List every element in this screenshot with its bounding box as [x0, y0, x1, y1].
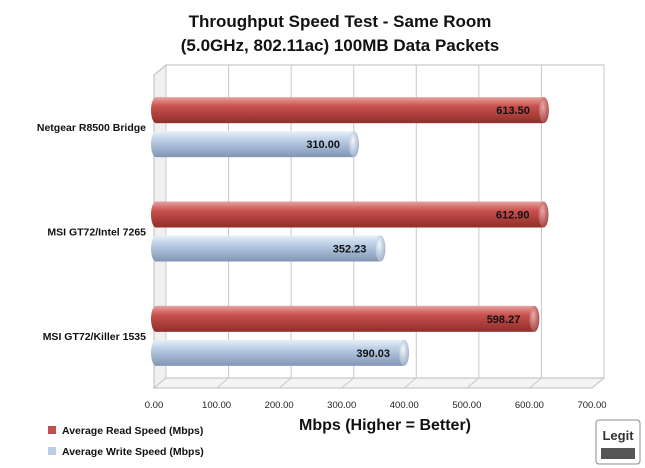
write-bar-value-label: 310.00 [306, 139, 340, 151]
x-tick-label: 0.00 [145, 400, 164, 411]
write-bar-cap [375, 235, 386, 262]
legend-swatch-write [48, 447, 56, 455]
x-tick-label: 400.00 [390, 400, 419, 411]
floor-gridline [216, 377, 229, 389]
read-bar-cap [529, 305, 540, 332]
legend-label-read: Average Read Speed (Mbps) [62, 425, 203, 437]
chart-title: Throughput Speed Test - Same Room [189, 12, 492, 31]
x-tick-label: 600.00 [515, 400, 544, 411]
read-bar [156, 305, 535, 332]
floor-gridline [341, 377, 355, 389]
read-bar-cap [538, 97, 549, 124]
chart-subtitle: (5.0GHz, 802.11ac) 100MB Data Packets [181, 36, 499, 55]
write-bar-value-label: 390.03 [356, 348, 390, 360]
x-tick-label: 100.00 [202, 400, 231, 411]
x-tick-label: 500.00 [452, 400, 481, 411]
floor-gridline [466, 377, 480, 389]
logo-bar-icon [601, 448, 635, 459]
write-bar-base [151, 339, 161, 366]
x-tick-label: 700.00 [577, 400, 606, 411]
read-bar-cap [538, 201, 549, 228]
legit-reviews-logo: Legit [595, 419, 641, 465]
read-bar-base [151, 97, 161, 124]
plot-floor [152, 377, 606, 389]
write-bar-cap [348, 131, 359, 158]
x-tick-label: 200.00 [265, 400, 294, 411]
write-bar-base [151, 235, 161, 262]
floor-gridline [403, 377, 417, 389]
read-bar-value-label: 612.90 [496, 210, 530, 222]
floor-gridline [278, 377, 292, 389]
read-bar-value-label: 598.27 [487, 314, 521, 326]
write-bar-base [151, 131, 161, 158]
floor-gridline [591, 377, 605, 389]
legend: Average Read Speed (Mbps) Average Write … [48, 425, 204, 458]
write-bar [156, 339, 405, 366]
read-bar-base [151, 201, 161, 228]
read-bar-value-label: 613.50 [496, 105, 530, 117]
floor-gridline [529, 377, 542, 389]
floor-gridline [153, 377, 167, 389]
legend-swatch-read [48, 426, 56, 434]
legit-reviews-logo-icon: Legit [602, 428, 634, 443]
x-axis-title: Mbps (Higher = Better) [299, 417, 471, 434]
read-bar-base [151, 305, 161, 332]
write-bar [156, 131, 354, 158]
x-tick-label: 300.00 [327, 400, 356, 411]
legend-label-write: Average Write Speed (Mbps) [62, 446, 204, 458]
category-label: MSI GT72/Killer 1535 [43, 331, 146, 343]
category-label: MSI GT72/Intel 7265 [47, 227, 146, 239]
write-bar-cap [399, 339, 410, 366]
category-label: Netgear R8500 Bridge [37, 122, 146, 134]
read-bar [156, 201, 544, 228]
write-bar-value-label: 352.23 [333, 244, 367, 256]
write-bar [156, 235, 381, 262]
read-bar [156, 97, 544, 124]
